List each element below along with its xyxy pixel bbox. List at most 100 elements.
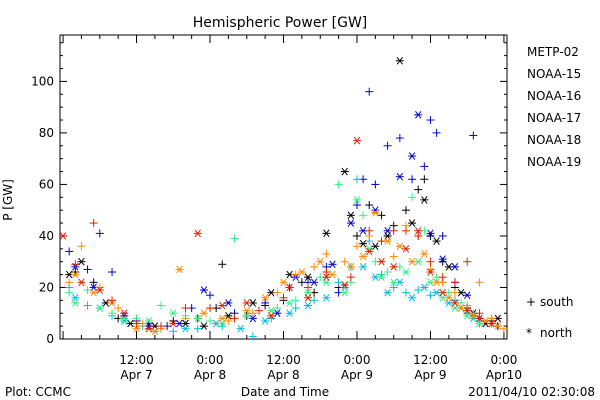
data-point-north	[285, 299, 294, 307]
data-point-north	[408, 152, 417, 160]
data-point-north	[365, 247, 374, 256]
data-point-north	[322, 273, 331, 281]
data-point-north	[95, 286, 104, 294]
data-point-south	[438, 273, 447, 282]
data-point-south	[255, 306, 264, 315]
chart-title: Hemispheric Power [GW]	[193, 15, 368, 31]
data-point-north	[420, 283, 429, 292]
data-point-south	[365, 87, 374, 96]
data-point-south	[426, 291, 435, 300]
x-tick-label-time: 12:00	[119, 353, 154, 367]
data-point-south	[181, 314, 190, 323]
data-point-north	[199, 286, 208, 294]
data-point-south	[291, 304, 300, 313]
data-point-north	[242, 299, 251, 307]
data-point-north	[352, 136, 361, 145]
data-point-south	[169, 327, 178, 336]
data-point-north	[450, 263, 459, 271]
data-point-north	[193, 229, 202, 238]
data-point-south	[303, 283, 312, 292]
marker-legend-symbol: *	[526, 326, 532, 340]
data-point-south	[346, 273, 355, 282]
legend-item: METP-02	[527, 45, 579, 59]
data-point-north	[297, 268, 306, 276]
x-tick-label-date: Apr 8	[194, 368, 226, 382]
data-point-south	[279, 293, 288, 302]
data-point-south	[206, 304, 215, 313]
x-tick-label-time: 0:00	[197, 353, 224, 367]
data-point-south	[95, 229, 104, 238]
data-point-north	[89, 288, 98, 297]
data-point-south	[383, 141, 392, 150]
data-point-north	[273, 309, 282, 318]
legend-item: NOAA-15	[527, 67, 581, 81]
data-point-north	[328, 260, 337, 269]
data-point-north	[359, 239, 368, 248]
data-point-south	[77, 242, 86, 251]
footer-timestamp: 2011/04/10 02:30:08	[468, 385, 595, 399]
data-point-south	[475, 309, 484, 318]
data-point-south	[248, 309, 257, 318]
data-point-south	[89, 219, 98, 228]
data-point-south	[291, 296, 300, 305]
data-point-north	[463, 306, 472, 315]
data-point-south	[383, 268, 392, 277]
data-point-north	[401, 268, 410, 276]
legend: METP-02 NOAA-15 NOAA-16 NOAA-17 NOAA-18 NOAA-…	[527, 45, 581, 169]
data-point-south	[371, 180, 380, 189]
data-point-south	[420, 162, 429, 171]
data-point-north	[261, 317, 270, 325]
data-point-north	[377, 257, 386, 266]
x-tick-label-time: 0:00	[344, 353, 371, 367]
data-point-north	[95, 304, 104, 312]
data-point-south	[426, 257, 435, 266]
data-point-north	[426, 229, 435, 238]
x-tick-label-date: Apr 9	[414, 368, 446, 382]
data-point-north	[371, 208, 380, 217]
data-point-south	[273, 304, 282, 313]
data-point-south	[65, 288, 74, 297]
data-point-north	[236, 324, 245, 333]
data-point-south	[469, 131, 478, 140]
data-point-north	[395, 56, 404, 65]
data-point-south	[224, 316, 233, 325]
marker-legend-label: south	[540, 295, 574, 309]
data-point-north	[352, 196, 361, 204]
data-point-north	[224, 299, 233, 307]
data-point-north	[199, 309, 208, 318]
data-point-north	[438, 255, 447, 263]
data-point-south	[218, 260, 227, 269]
data-point-north	[71, 299, 80, 307]
data-point-north	[193, 314, 202, 323]
data-point-north	[316, 257, 325, 266]
data-point-south	[193, 324, 202, 333]
data-point-north	[303, 273, 312, 281]
data-point-south	[230, 314, 239, 323]
data-point-north	[389, 263, 398, 271]
data-point-north	[414, 111, 423, 119]
data-point-south	[450, 278, 459, 287]
data-point-south	[181, 304, 190, 313]
data-point-north	[487, 319, 496, 328]
marker-legend: + south * north	[526, 295, 574, 340]
data-point-north	[450, 299, 459, 307]
y-tick-label: 40	[39, 229, 54, 243]
data-point-south	[450, 288, 459, 297]
data-point-north	[346, 219, 355, 227]
data-point-south	[334, 180, 343, 189]
data-point-north	[59, 232, 68, 240]
data-point-north	[408, 293, 417, 302]
data-point-south	[365, 201, 374, 210]
data-point-north	[218, 301, 227, 310]
data-point-north	[285, 309, 294, 318]
data-point-south	[108, 309, 117, 318]
data-point-north	[389, 278, 398, 287]
data-point-north	[395, 172, 404, 181]
data-point-south	[414, 231, 423, 240]
data-point-south	[463, 301, 472, 310]
legend-item: NOAA-17	[527, 111, 581, 125]
data-point-south	[408, 175, 417, 184]
data-point-south	[432, 128, 441, 137]
data-point-north	[340, 288, 349, 297]
data-point-north	[359, 263, 368, 271]
